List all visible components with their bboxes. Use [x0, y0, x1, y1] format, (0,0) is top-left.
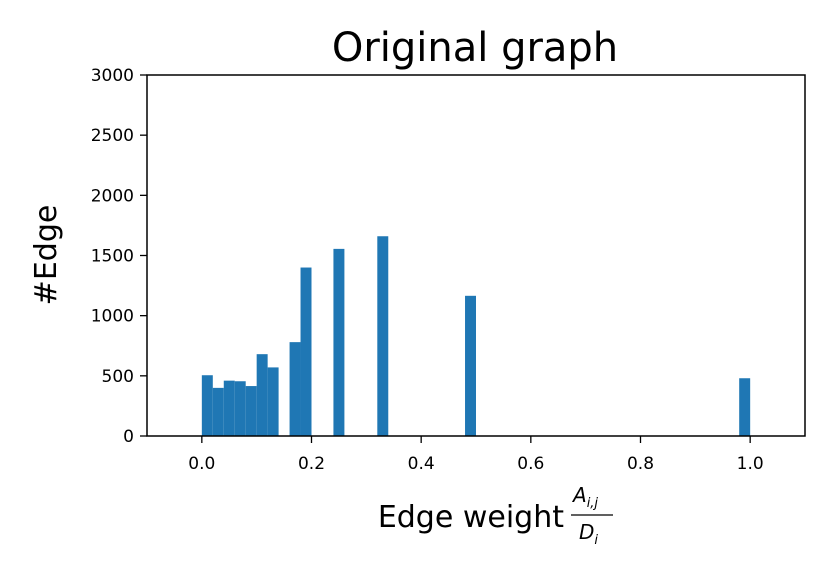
histogram-bar [267, 367, 279, 436]
x-tick-label: 0.0 [188, 454, 215, 474]
y-tick-label: 0 [123, 427, 134, 447]
y-axis-label: #Edge [29, 205, 64, 306]
x-tick-label: 0.2 [298, 454, 325, 474]
y-tick-label: 2000 [91, 186, 134, 206]
x-tick-label: 0.6 [517, 454, 544, 474]
y-tick-label: 1500 [91, 247, 134, 267]
y-tick-label: 2500 [91, 126, 134, 146]
histogram-bar [333, 248, 345, 436]
histogram-bar [234, 381, 246, 436]
x-axis-ticks: 0.0 0.2 0.4 0.6 0.8 1.0 [188, 436, 764, 474]
histogram-bar [223, 380, 235, 436]
x-axis-fraction-denominator: Di [579, 520, 598, 548]
x-axis-fraction-numerator: Ai,j [571, 483, 598, 511]
bars-group [201, 236, 751, 436]
histogram-bar [465, 295, 476, 436]
histogram-bar [289, 342, 301, 436]
x-axis-label-text: Edge weight [378, 500, 564, 535]
x-tick-label: 1.0 [737, 454, 764, 474]
x-axis-label: Edge weight Ai,j Di [378, 483, 613, 548]
y-tick-label: 1000 [91, 307, 134, 327]
histogram-bar [245, 386, 257, 436]
histogram-bar [300, 267, 312, 436]
plot-frame [146, 74, 806, 437]
chart-title: Original graph [332, 25, 618, 71]
y-tick-label: 3000 [91, 66, 134, 86]
histogram-bar [212, 387, 224, 436]
histogram-bar [739, 378, 751, 436]
histogram-bar [377, 236, 389, 436]
histogram-bar [256, 354, 268, 436]
histogram-bar [201, 375, 213, 436]
y-axis-ticks: 0 500 1000 1500 2000 2500 3000 [91, 66, 147, 447]
x-tick-label: 0.8 [627, 454, 654, 474]
x-tick-label: 0.4 [408, 454, 435, 474]
y-tick-label: 500 [102, 367, 134, 387]
